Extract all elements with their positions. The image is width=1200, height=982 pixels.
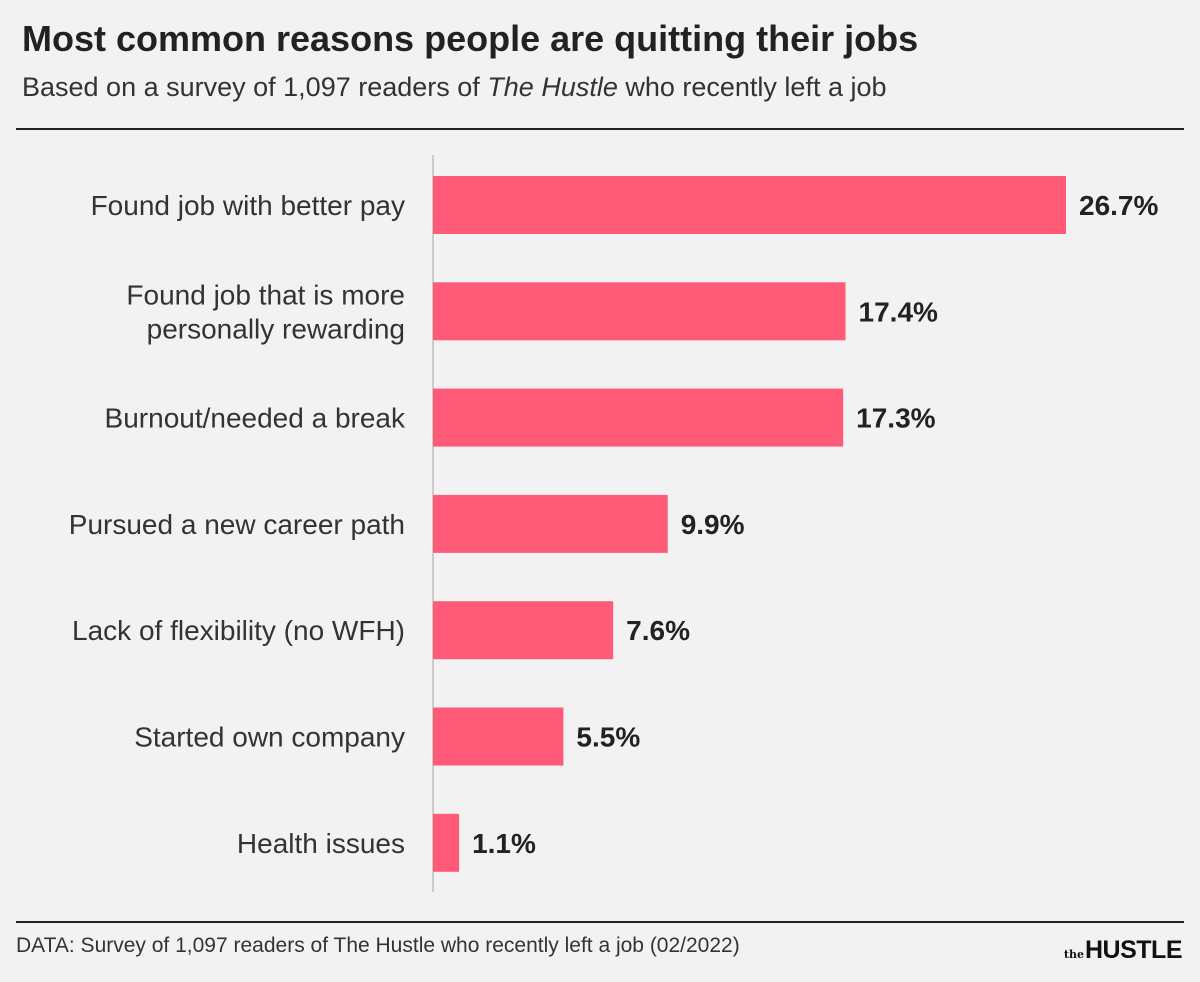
bar-value-label: 26.7%: [1079, 190, 1158, 221]
bar-value-label: 17.4%: [859, 296, 938, 327]
footer-divider: [16, 921, 1184, 923]
bar-value-label: 9.9%: [681, 509, 745, 540]
bar: [433, 813, 460, 872]
bar: [433, 494, 668, 553]
category-label: Health issues: [237, 828, 405, 859]
chart-subtitle: Based on a survey of 1,097 readers of Th…: [22, 72, 887, 103]
logo-main-text: HUSTLE: [1085, 936, 1183, 964]
category-label: Found job that is more personally rewardi…: [126, 279, 405, 344]
category-label-line: Found job with better pay: [91, 190, 405, 221]
category-label: Burnout/needed a break: [105, 403, 406, 434]
logo-small-text: the: [1063, 948, 1084, 961]
header-divider: [16, 128, 1184, 130]
bar-value-label: 1.1%: [472, 828, 536, 859]
category-label-line: Lack of flexibility (no WFH): [72, 615, 405, 646]
bar: [433, 282, 846, 341]
category-label-line: Found job that is more: [126, 279, 405, 310]
category-label: Found job with better pay: [91, 190, 405, 221]
subtitle-publication-name: The Hustle: [487, 72, 618, 102]
subtitle-text-end: who recently left a job: [617, 72, 887, 102]
source-note: DATA: Survey of 1,097 readers of The Hus…: [16, 934, 740, 957]
bar: [433, 707, 564, 766]
bar-chart: 26.7% Found job with better pay 17.4% Found…: [69, 155, 1158, 892]
category-label: Lack of flexibility (no WFH): [72, 615, 405, 646]
category-label-line: personally rewarding: [147, 313, 405, 344]
bar-value-label: 17.3%: [856, 403, 935, 434]
category-label-line: Burnout/needed a break: [105, 403, 406, 434]
chart-title: Most common reasons people are quitting …: [22, 18, 919, 59]
hustle-logo: theHUSTLE: [1063, 936, 1183, 965]
bar: [433, 388, 844, 447]
bar: [433, 601, 614, 660]
bar-value-label: 7.6%: [626, 615, 690, 646]
subtitle-text-start: Based on a survey of 1,097 readers of: [22, 72, 488, 102]
category-label: Pursued a new career path: [69, 509, 405, 540]
category-label-line: Started own company: [134, 722, 405, 753]
category-label-line: Pursued a new career path: [69, 509, 405, 540]
category-label-line: Health issues: [237, 828, 405, 859]
bar-value-label: 5.5%: [576, 722, 640, 753]
category-label: Started own company: [134, 722, 405, 753]
bar: [433, 176, 1066, 234]
